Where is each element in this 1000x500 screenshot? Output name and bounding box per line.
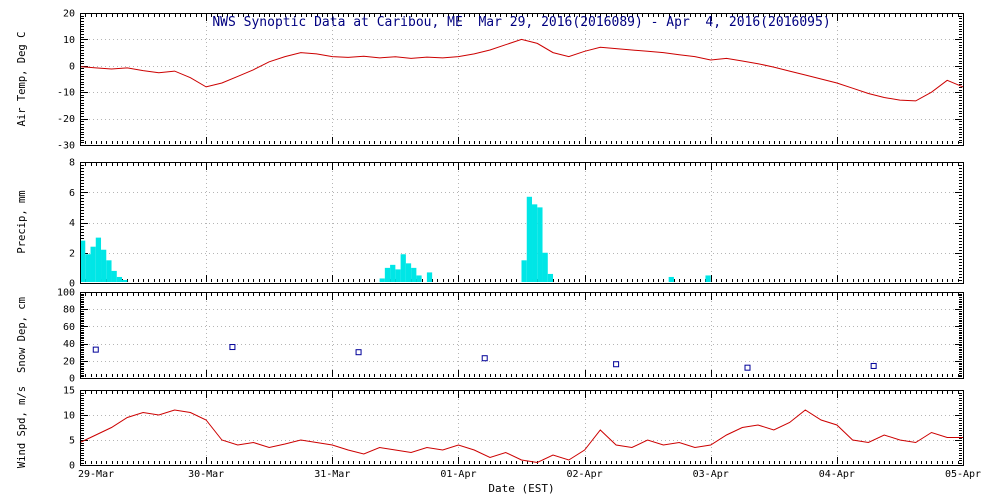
x-tick-label: 29-Mar <box>78 469 114 480</box>
x-tick-label: 02-Apr <box>567 469 603 480</box>
y-tick-label: 80 <box>63 305 75 316</box>
y-tick-label: -30 <box>57 141 75 152</box>
y-tick-label: 20 <box>63 9 75 20</box>
chart-title: NWS Synoptic Data at Caribou, ME Mar 29,… <box>212 15 831 30</box>
y-tick-label: 0 <box>69 374 75 385</box>
x-tick-label: 31-Mar <box>314 469 350 480</box>
axis-ticks <box>80 13 964 146</box>
y-tick-label: 10 <box>63 35 75 46</box>
x-tick-label: 04-Apr <box>819 469 855 480</box>
axis-ticks <box>80 292 964 379</box>
y-tick-label: 6 <box>69 188 75 199</box>
wind-speed-line <box>79 409 963 464</box>
x-tick-label: 01-Apr <box>440 469 476 480</box>
x-tick-label: 30-Mar <box>188 469 224 480</box>
panel-border <box>80 390 964 466</box>
y-tick-label: -20 <box>57 114 75 125</box>
air-temperature-line <box>79 38 964 102</box>
y-tick-label: 0 <box>69 461 75 472</box>
panel-border <box>80 13 964 146</box>
x-tick-label: 03-Apr <box>693 469 729 480</box>
y-tick-label: 15 <box>63 386 75 397</box>
y-tick-label: 2 <box>69 248 75 259</box>
y-tick-label: -10 <box>57 88 75 99</box>
xlabel-date: Date (EST) <box>488 482 555 495</box>
y-tick-label: 10 <box>63 411 75 422</box>
gridlines <box>81 14 962 144</box>
y-tick-label: 0 <box>69 279 75 290</box>
y-tick-label: 8 <box>69 158 75 169</box>
precip-bars <box>80 196 711 282</box>
y-tick-label: 60 <box>63 322 75 333</box>
ylabel-wind-speed: Wind Spd, m/s <box>16 385 28 469</box>
panel-border <box>80 292 964 379</box>
y-tick-label: 100 <box>57 288 75 299</box>
axis-ticks <box>80 390 964 466</box>
x-tick-label: 05-Apr <box>945 469 981 480</box>
snow-depth-markers <box>92 344 877 371</box>
y-tick-label: 20 <box>63 356 75 367</box>
panel-border <box>80 162 964 284</box>
y-tick-label: 40 <box>63 339 75 350</box>
y-tick-label: 5 <box>69 436 75 447</box>
y-tick-label: 4 <box>69 218 75 229</box>
gridlines <box>81 163 962 282</box>
y-tick-label: 0 <box>69 61 75 72</box>
gridlines <box>81 391 962 464</box>
gridlines <box>81 293 962 377</box>
